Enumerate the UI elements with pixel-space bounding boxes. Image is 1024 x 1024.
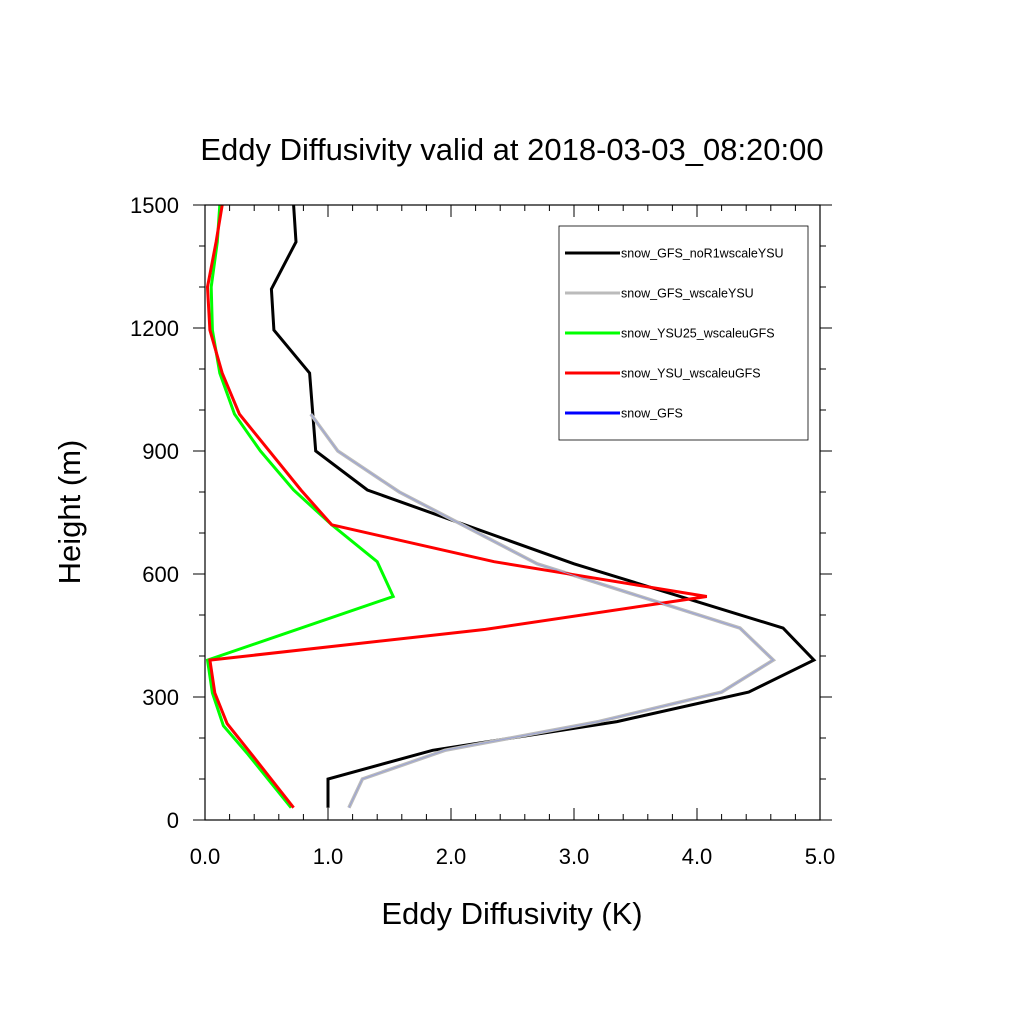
x-tick-label: 5.0 bbox=[805, 844, 836, 869]
series-lines bbox=[205, 204, 817, 809]
legend: snow_GFS_noR1wscaleYSU snow_GFS_wscaleYSU… bbox=[558, 225, 809, 441]
y-tick-label: 1200 bbox=[130, 316, 179, 341]
x-tick-label: 4.0 bbox=[682, 844, 713, 869]
plot-frame bbox=[204, 204, 821, 821]
x-axis-label: Eddy Diffusivity (K) bbox=[381, 896, 642, 931]
legend-label: snow_GFS_noR1wscaleYSU bbox=[621, 247, 784, 261]
series-line-3 bbox=[205, 204, 708, 809]
y-tick-label: 300 bbox=[142, 685, 179, 710]
y-tick-label: 900 bbox=[142, 439, 179, 464]
y-axis-label: Height (m) bbox=[52, 440, 87, 585]
x-tick-label: 3.0 bbox=[559, 844, 590, 869]
series-line-1-core bbox=[310, 413, 775, 808]
x-tick-label: 0.0 bbox=[190, 844, 221, 869]
tick-labels: 0.0 1.0 2.0 3.0 4.0 5.0 0 300 600 900 1200 1500 bbox=[130, 193, 835, 869]
legend-label: snow_GFS bbox=[621, 407, 683, 421]
y-tick-label: 600 bbox=[142, 562, 179, 587]
x-tick-label: 2.0 bbox=[436, 844, 467, 869]
chart-title: Eddy Diffusivity valid at 2018-03-03_08:… bbox=[200, 132, 823, 167]
x-tick-label: 1.0 bbox=[313, 844, 344, 869]
series-line-1 bbox=[309, 413, 777, 809]
y-tick-label: 1500 bbox=[130, 193, 179, 218]
legend-label: snow_GFS_wscaleYSU bbox=[621, 287, 754, 301]
legend-label: snow_YSU25_wscaleuGFS bbox=[621, 327, 775, 341]
legend-label: snow_YSU_wscaleuGFS bbox=[621, 367, 761, 381]
y-tick-label: 0 bbox=[167, 808, 179, 833]
series-line-2 bbox=[205, 204, 396, 809]
